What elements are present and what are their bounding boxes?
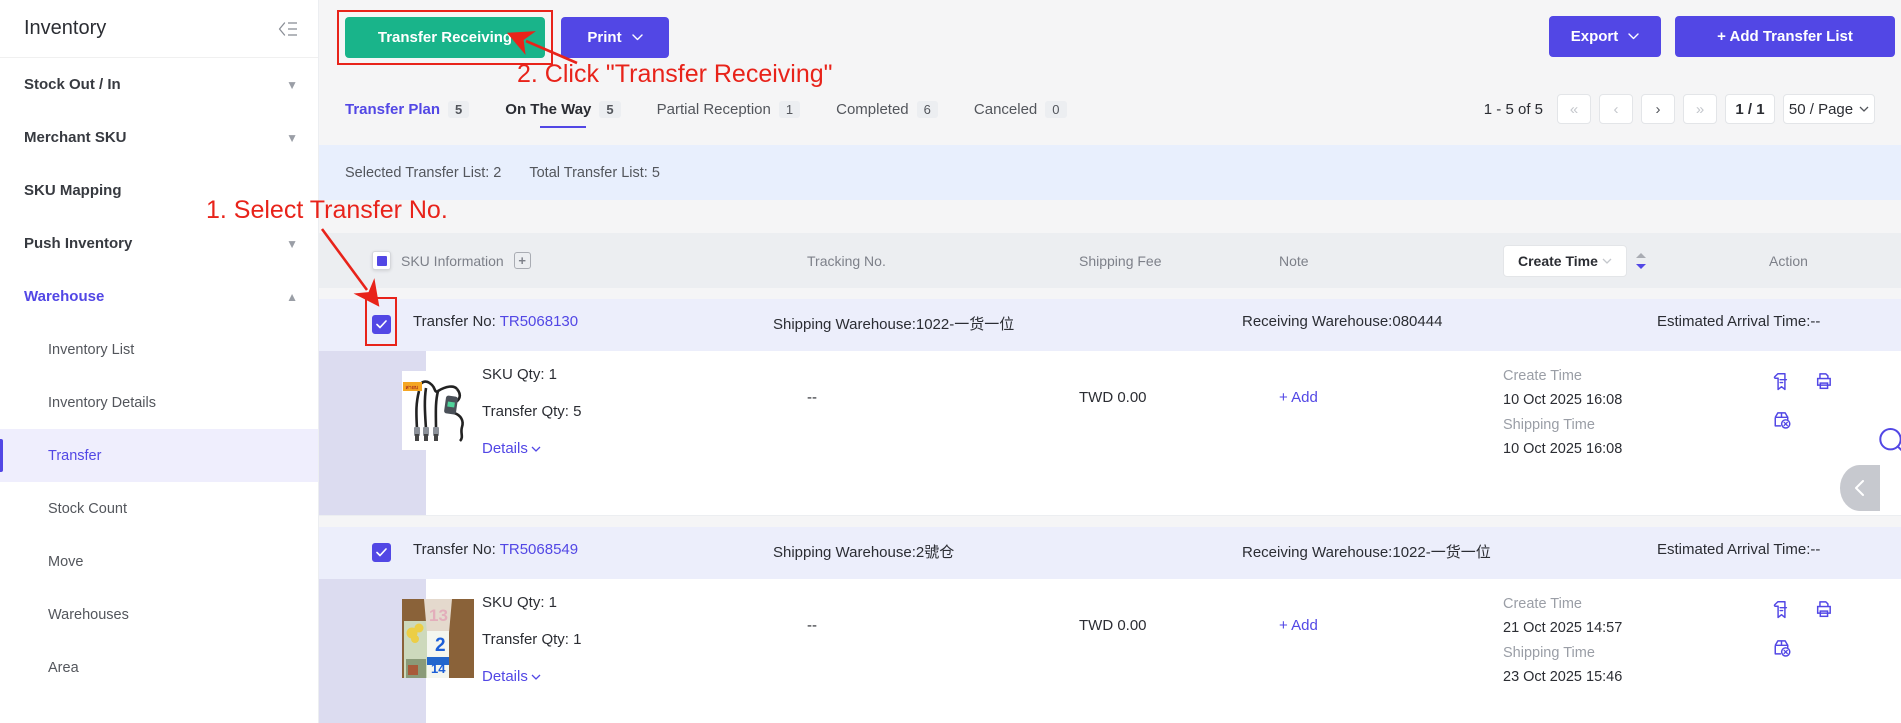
svg-text:2: 2	[435, 635, 446, 656]
svg-text:สายบ: สายบ	[406, 385, 419, 391]
svg-text:14: 14	[431, 661, 446, 676]
svg-text:13: 13	[429, 606, 448, 625]
